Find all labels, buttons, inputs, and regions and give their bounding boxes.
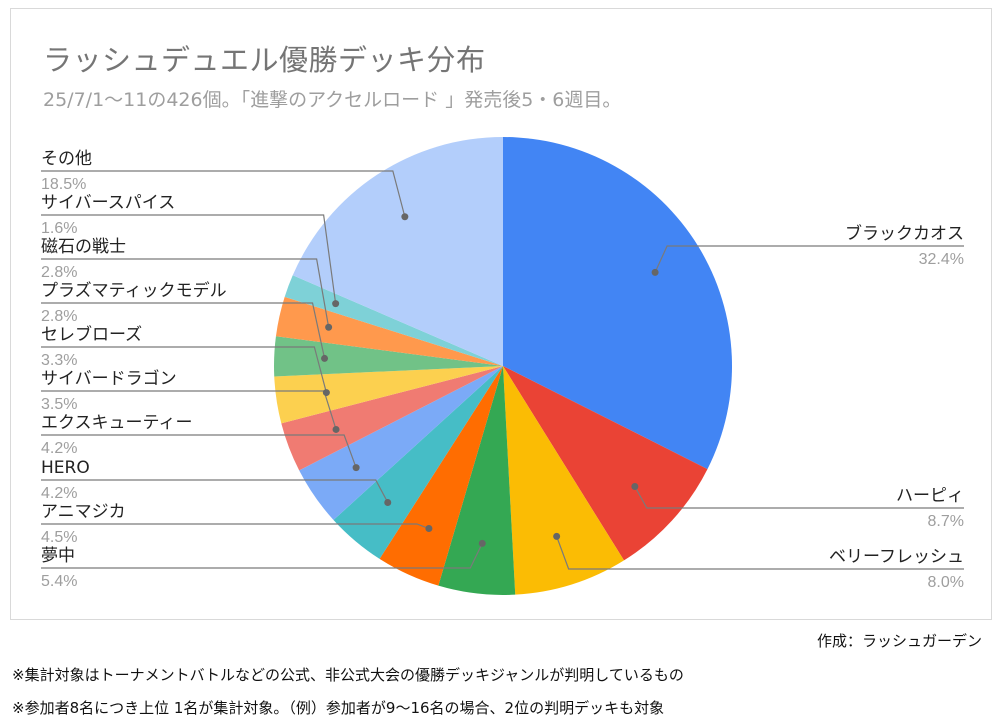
leader-line	[41, 543, 483, 569]
footnote-2: ※参加者8名につき上位 1名が集計対象。（例）参加者が9〜16名の場合、2位の判…	[12, 699, 665, 717]
leader-dot	[332, 425, 340, 433]
leader-dot	[321, 354, 329, 362]
pie-slice	[379, 366, 503, 586]
leader-dot	[325, 323, 333, 331]
leader-line	[41, 434, 357, 468]
leader-line	[654, 245, 964, 273]
slice-percent: 8.0%	[928, 574, 964, 591]
pie-labels: ブラックカオス 32.4% ハーピィ 8.7% ベリーフレッシュ 8.0% 夢中 5.4% アニ…	[41, 149, 964, 591]
pie-slice	[284, 275, 503, 366]
leader-dot	[352, 464, 360, 472]
slice-percent: 4.5%	[41, 529, 77, 546]
slice-percent: 32.4%	[919, 251, 964, 268]
pie-slice	[503, 137, 733, 470]
slice-label: 磁石の戦士	[41, 237, 126, 257]
chart-title: ラッシュデュエル優勝デッキ分布	[43, 43, 486, 77]
leader-dot	[384, 498, 392, 506]
pie-slice	[503, 366, 624, 595]
credit-text: 作成：ラッシュガーデン	[816, 632, 982, 650]
slice-percent: 5.4%	[41, 573, 77, 590]
footnote-1: ※集計対象はトーナメントバトルなどの公式、非公式大会の優勝デッキジャンルが判明し…	[12, 666, 684, 684]
slice-percent: 3.3%	[41, 352, 77, 369]
slice-label: ブラックカオス	[845, 223, 964, 244]
pie-slices	[274, 137, 733, 595]
slice-percent: 3.5%	[41, 396, 77, 413]
pie-slice	[281, 366, 503, 471]
leader-dot	[425, 525, 433, 533]
leader-line	[41, 258, 330, 328]
leader-line	[556, 536, 964, 570]
slice-percent: 1.6%	[41, 220, 77, 237]
leader-dot	[651, 268, 659, 276]
leader-dot	[332, 300, 340, 308]
pie-slice	[292, 137, 503, 366]
leader-dot	[322, 389, 330, 397]
pie-slice	[438, 366, 516, 595]
leader-line	[41, 214, 337, 304]
slice-label: アニマジカ	[41, 502, 126, 522]
slice-label: セレブローズ	[41, 324, 142, 345]
leader-line	[41, 479, 389, 503]
pie-slice	[274, 366, 503, 424]
leader-line	[634, 486, 964, 509]
slice-percent: 2.8%	[41, 264, 77, 281]
pie-slice	[274, 336, 503, 377]
slice-label: エクスキューティー	[41, 413, 192, 433]
slice-percent: 2.8%	[41, 308, 77, 325]
slice-percent: 4.2%	[41, 440, 77, 457]
pie-chart: ブラックカオス 32.4% ハーピィ 8.7% ベリーフレッシュ 8.0% 夢中 5.4% アニ…	[41, 137, 964, 595]
slice-label: その他	[41, 149, 92, 169]
slice-label: ハーピィ	[896, 486, 964, 506]
chart-panel: ラッシュデュエル優勝デッキ分布 25/7/1〜11の426個。「進撃のアクセルロ…	[10, 8, 992, 620]
chart-subtitle: 25/7/1〜11の426個。「進撃のアクセルロード 」発売後5・6週目。	[43, 89, 622, 111]
leader-dot	[401, 213, 409, 221]
leader-dot	[553, 532, 561, 540]
leader-line	[41, 302, 326, 359]
slice-percent: 4.2%	[41, 485, 77, 502]
pie-slice	[503, 366, 708, 561]
pie-slice	[299, 366, 503, 520]
slice-label: ベリーフレッシュ	[829, 547, 964, 567]
leader-dot	[631, 483, 639, 491]
slice-label: HERO	[41, 458, 90, 478]
slice-label: 夢中	[41, 546, 75, 566]
slice-percent: 18.5%	[41, 176, 86, 193]
pie-slice	[333, 366, 503, 559]
slice-percent: 8.7%	[928, 513, 964, 530]
slice-label: サイバースパイス	[41, 193, 175, 213]
pie-slice	[275, 296, 503, 366]
leader-line	[41, 170, 406, 217]
leader-dot	[478, 539, 486, 547]
slice-label: プラズマティックモデル	[41, 280, 227, 301]
leader-line	[41, 346, 327, 393]
leader-line	[41, 523, 430, 530]
slice-label: サイバードラゴン	[41, 368, 177, 389]
